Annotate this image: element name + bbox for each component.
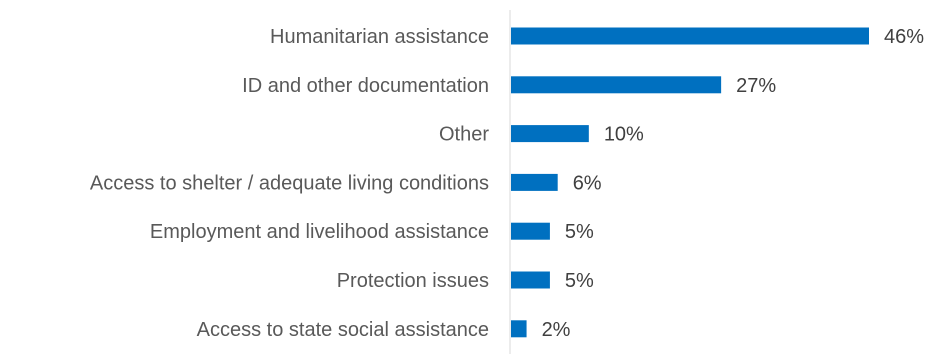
category-label: Protection issues — [337, 270, 489, 292]
bar — [511, 272, 550, 289]
value-label: 10% — [604, 124, 644, 146]
value-label: 27% — [736, 75, 776, 97]
value-label: 5% — [565, 221, 594, 243]
category-label: Other — [439, 124, 489, 146]
category-label: Access to shelter / adequate living cond… — [90, 172, 489, 194]
bar — [511, 320, 527, 337]
value-label: 2% — [542, 319, 571, 341]
value-label: 46% — [884, 26, 924, 48]
bar — [511, 223, 550, 240]
category-label: ID and other documentation — [242, 75, 489, 97]
category-label: Access to state social assistance — [197, 319, 489, 341]
value-label: 5% — [565, 270, 594, 292]
bar — [511, 125, 589, 142]
bars-group: Humanitarian assistance 46% ID and other d… — [90, 26, 924, 341]
value-label: 6% — [573, 172, 602, 194]
bar — [511, 28, 869, 45]
category-label: Employment and livelihood assistance — [150, 221, 489, 243]
bar — [511, 76, 721, 93]
bar — [511, 174, 558, 191]
category-label: Humanitarian assistance — [270, 26, 489, 48]
